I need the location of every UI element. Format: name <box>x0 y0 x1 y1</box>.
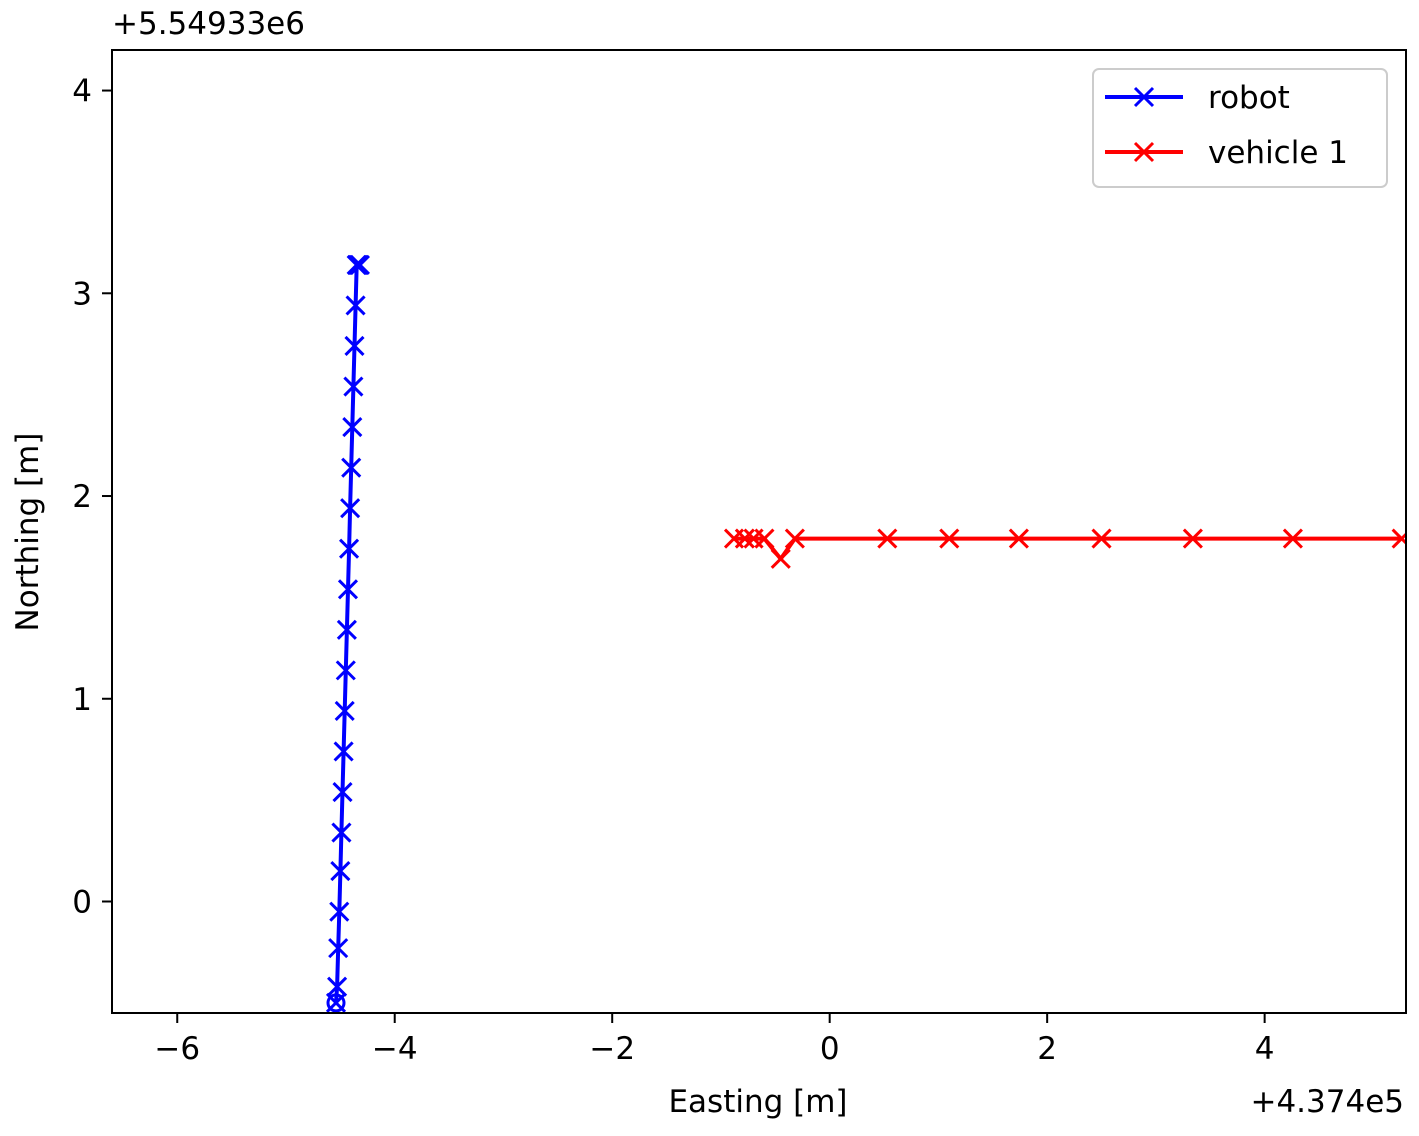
data-point <box>877 528 898 549</box>
legend-marker <box>1133 141 1155 163</box>
y-axis-label: Northing [m] <box>10 433 46 632</box>
series-0 <box>325 254 370 1013</box>
data-point <box>335 660 356 681</box>
plot-frame <box>111 49 1407 1014</box>
data-point <box>334 700 355 721</box>
data-point <box>754 528 775 549</box>
data-point <box>1182 528 1203 549</box>
x-axis-label: Easting [m] <box>668 1084 847 1120</box>
data-point <box>330 861 351 882</box>
data-point <box>337 579 359 600</box>
x-tick-label: 2 <box>1037 1031 1057 1067</box>
y-tick-label: 2 <box>72 479 92 515</box>
y-tick-label: 4 <box>72 74 92 110</box>
axes-layer: −6 −4 −2 0 2 4 0 1 2 3 4 <box>72 49 1407 1067</box>
legend-marker <box>1133 86 1155 108</box>
x-tick-label: −2 <box>589 1031 635 1067</box>
data-point <box>734 528 755 549</box>
y-tick-label: 3 <box>72 276 92 312</box>
data-point <box>332 781 353 803</box>
y-tick-label: 1 <box>72 682 92 718</box>
series-1 <box>723 528 1406 569</box>
data-point <box>342 417 363 438</box>
data-point <box>340 498 361 519</box>
data-point <box>1091 528 1112 549</box>
legend-label: robot <box>1208 80 1290 116</box>
x-tick-label: −6 <box>154 1031 200 1067</box>
data-point <box>331 822 352 843</box>
data-point <box>336 619 357 640</box>
start-point-marker <box>326 993 346 1013</box>
data-point <box>770 548 791 569</box>
series-layer <box>325 254 1406 1013</box>
data-point <box>338 538 360 559</box>
x-tick-label: −4 <box>372 1031 418 1067</box>
data-point <box>344 335 365 357</box>
data-point <box>1391 528 1406 549</box>
data-point <box>784 528 805 549</box>
x-offset-label: +4.374e5 <box>1250 1084 1404 1120</box>
data-point <box>939 528 960 549</box>
data-point <box>1008 528 1029 549</box>
data-point <box>333 741 354 762</box>
y-offset-label: +5.54933e6 <box>112 6 305 42</box>
data-point <box>349 254 370 275</box>
data-point <box>343 376 364 397</box>
legend-item: robot <box>1105 80 1290 116</box>
data-point <box>341 457 362 478</box>
legend-item: vehicle 1 <box>1105 135 1348 171</box>
data-point <box>327 976 348 997</box>
legend-label: vehicle 1 <box>1208 135 1348 171</box>
x-tick-label: 4 <box>1255 1031 1275 1067</box>
data-point <box>1282 528 1303 549</box>
data-point <box>328 938 349 959</box>
y-tick-label: 0 <box>72 884 92 920</box>
legend: robot vehicle 1 <box>1092 68 1388 188</box>
x-tick-label: 0 <box>820 1031 840 1067</box>
data-point <box>345 295 366 316</box>
data-point <box>329 901 350 922</box>
